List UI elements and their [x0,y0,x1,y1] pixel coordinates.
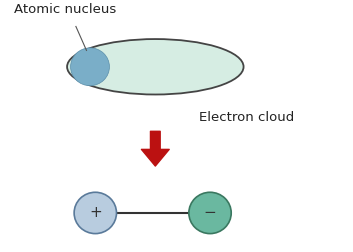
Text: Electron cloud: Electron cloud [199,111,295,124]
Ellipse shape [71,48,109,86]
Ellipse shape [189,192,231,234]
Text: Atomic nucleus: Atomic nucleus [14,3,116,16]
Ellipse shape [67,39,244,94]
Text: +: + [89,205,102,220]
Text: −: − [204,205,216,220]
Ellipse shape [74,192,116,234]
